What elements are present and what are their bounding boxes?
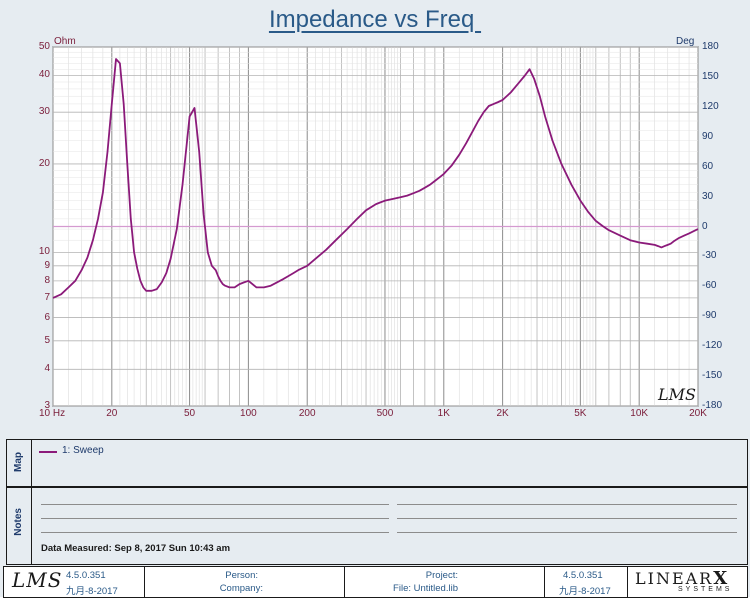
y2-tick-label: 90 [702, 130, 714, 142]
x-tick-label: 20K [689, 408, 707, 419]
legend-panel: Map 1: Sweep [6, 439, 748, 487]
footer-date: 九月-8-2017 [66, 586, 118, 597]
brand-sub: SYSTEMS [678, 586, 733, 593]
left-axis-unit: Ohm [54, 36, 76, 47]
person-label: Person: [225, 570, 258, 581]
series-line-1 [52, 58, 699, 299]
y-tick-label: 20 [38, 157, 50, 169]
y2-tick-label: -150 [702, 370, 723, 382]
y2-tick-label: 180 [702, 41, 719, 52]
y-tick-label: 4 [44, 363, 50, 375]
version-right: 4.5.0.351 [563, 570, 603, 581]
notes-panel: Notes Data Measured: Sep 8, 2017 Sun 10:… [6, 487, 748, 565]
right-axis-unit: Deg [676, 36, 695, 47]
y2-tick-label: 150 [702, 70, 719, 82]
x-tick-label: 10 Hz [39, 408, 66, 419]
footer-version-right: 4.5.0.351 九月-8-2017 [544, 566, 629, 598]
y-tick-label: 6 [44, 311, 50, 323]
legend-entry: 1: Sweep [62, 445, 104, 456]
x-tick-label: 100 [240, 408, 257, 419]
y-tick-label: 8 [44, 274, 50, 286]
y-tick-label: 7 [44, 291, 50, 303]
x-tick-label: 500 [376, 408, 394, 419]
y2-tick-label: 0 [702, 220, 708, 232]
y-tick-label: 10 [38, 246, 50, 258]
map-label: Map [13, 452, 24, 472]
brand-x: X [713, 568, 730, 589]
series-group [52, 58, 699, 299]
note-line [397, 532, 737, 533]
x-tick-label: 5K [574, 408, 587, 419]
x-tick-label: 2K [496, 408, 509, 419]
y-tick-label: 30 [38, 106, 50, 118]
footer-project: Project: File: Untitled.lib [344, 566, 546, 598]
footer-person: Person: Company: [144, 566, 346, 598]
y2-tick-label: -60 [702, 280, 717, 292]
note-line [41, 504, 389, 505]
note-line [397, 518, 737, 519]
y-tick-label: 40 [38, 69, 50, 81]
note-line [397, 504, 737, 505]
x-tick-label: 20 [106, 408, 118, 419]
company-label: Company: [219, 583, 263, 594]
y2-tick-label: 60 [702, 160, 714, 172]
brand-text: LINEAR [635, 569, 714, 588]
date-right: 九月-8-2017 [559, 586, 611, 597]
data-measured: Data Measured: Sep 8, 2017 Sun 10:43 am [41, 543, 231, 554]
note-line [41, 518, 389, 519]
project-label: Project: [425, 570, 458, 581]
linearx-logo: LINEARX SYSTEMS [627, 566, 748, 598]
notes-label: Notes [13, 508, 24, 536]
y-tick-label: 5 [44, 334, 50, 346]
x-tick-label: 200 [298, 408, 316, 419]
y-tick-label: 9 [44, 259, 50, 271]
x-tick-label: 10K [630, 408, 649, 419]
y2-tick-label: 30 [702, 190, 714, 202]
file-label: File: Untitled.lib [393, 583, 458, 594]
footer-lms-logo: LMS [12, 568, 63, 592]
lms-watermark: LMS [657, 385, 696, 404]
y2-tick-label: -180 [702, 400, 723, 411]
chart-title: Impedance vs Freq [268, 6, 482, 33]
x-tick-label: 50 [184, 408, 196, 419]
y-tick-label: 3 [44, 400, 50, 411]
y2-tick-label: -120 [702, 340, 723, 352]
x-tick-label: 1K [437, 408, 450, 419]
y2-tick-label: 120 [702, 100, 719, 112]
y-tick-label: 50 [38, 41, 50, 52]
watermark-text: LMS [657, 385, 696, 404]
y2-tick-label: -30 [702, 250, 717, 262]
note-line [41, 532, 389, 533]
y2-tick-label: -90 [702, 310, 717, 322]
impedance-chart: LMS [52, 46, 699, 407]
footer-left: LMS 4.5.0.351 九月-8-2017 [3, 566, 146, 598]
legend-swatch [39, 451, 57, 453]
footer-version: 4.5.0.351 [66, 570, 106, 581]
